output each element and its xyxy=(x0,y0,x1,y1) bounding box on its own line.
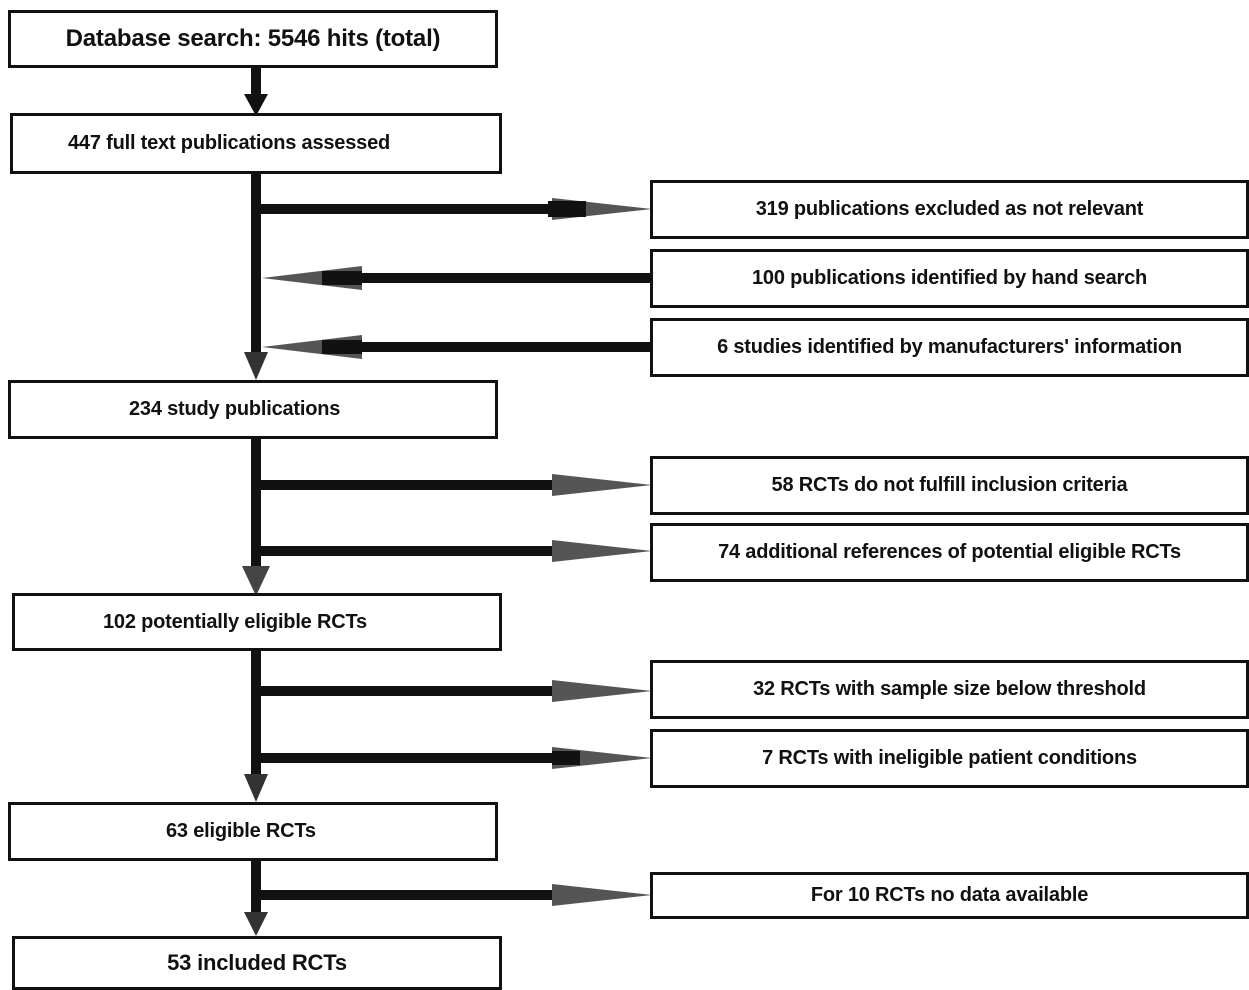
arrowhead-core xyxy=(552,751,580,765)
arrowhead-down xyxy=(244,774,268,802)
horizontal-line xyxy=(256,204,556,214)
arrowhead-right xyxy=(552,474,652,496)
vertical-line xyxy=(251,439,261,569)
exclusion-arrows xyxy=(256,198,652,906)
box-no-data-available: For 10 RCTs no data available xyxy=(650,872,1249,919)
horizontal-line xyxy=(356,342,652,352)
arrowhead-down xyxy=(244,352,268,380)
main-flow-arrows xyxy=(242,68,270,936)
arrowhead-down xyxy=(244,912,268,936)
box-included-rcts: 53 included RCTs xyxy=(12,936,502,990)
box-database-search: Database search: 5546 hits (total) xyxy=(8,10,498,68)
arrowhead-core xyxy=(322,271,362,285)
box-excluded-not-relevant: 319 publications excluded as not relevan… xyxy=(650,180,1249,239)
box-sample-size-below: 32 RCTs with sample size below threshold xyxy=(650,660,1249,719)
box-study-publications: 234 study publications xyxy=(8,380,498,439)
arrowhead-down xyxy=(242,566,270,596)
arrowhead-down xyxy=(244,94,268,116)
vertical-line xyxy=(251,68,261,98)
horizontal-line xyxy=(256,546,556,556)
arrowhead-right xyxy=(552,884,652,906)
box-ineligible-conditions: 7 RCTs with ineligible patient condition… xyxy=(650,729,1249,788)
arrowhead-core xyxy=(322,340,362,354)
box-manufacturers-info: 6 studies identified by manufacturers' i… xyxy=(650,318,1249,377)
box-not-fulfill-criteria: 58 RCTs do not fulfill inclusion criteri… xyxy=(650,456,1249,515)
horizontal-line xyxy=(256,753,556,763)
horizontal-line xyxy=(256,686,556,696)
arrowhead-right xyxy=(552,680,652,702)
box-full-text-assessed: 447 full text publications assessed xyxy=(10,113,502,174)
box-hand-search: 100 publications identified by hand sear… xyxy=(650,249,1249,308)
vertical-line xyxy=(251,861,261,916)
arrowhead-right xyxy=(552,540,652,562)
vertical-line xyxy=(251,174,261,356)
box-potentially-eligible: 102 potentially eligible RCTs xyxy=(12,593,502,651)
vertical-line xyxy=(251,651,261,777)
addition-arrows xyxy=(262,266,652,359)
box-additional-references: 74 additional references of potential el… xyxy=(650,523,1249,582)
horizontal-line xyxy=(256,480,556,490)
arrowhead-core xyxy=(548,201,586,217)
box-eligible-rcts: 63 eligible RCTs xyxy=(8,802,498,861)
horizontal-line xyxy=(256,890,556,900)
horizontal-line xyxy=(356,273,652,283)
